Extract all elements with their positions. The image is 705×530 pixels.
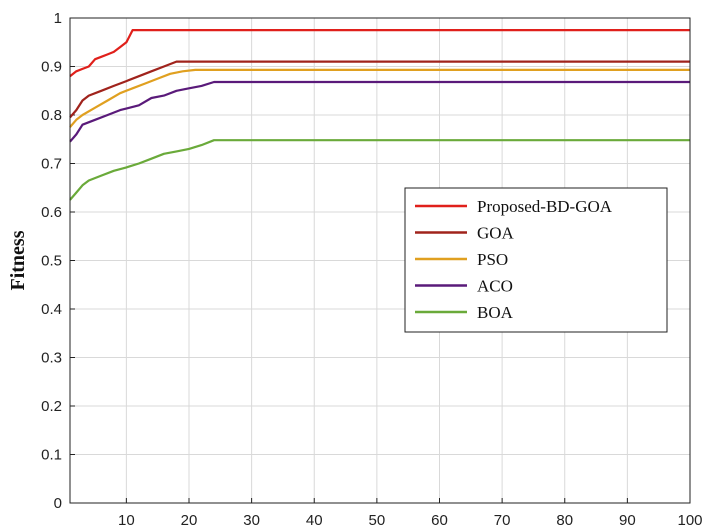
y-tick-label: 1 bbox=[54, 10, 62, 27]
legend-label-pso: PSO bbox=[477, 250, 508, 269]
x-tick-label: 90 bbox=[619, 512, 636, 529]
legend-label-proposed-bd-goa: Proposed-BD-GOA bbox=[477, 197, 613, 216]
series-line-proposed-bd-goa bbox=[69, 29, 690, 78]
x-tick-label: 80 bbox=[556, 512, 573, 529]
x-tick-label: 50 bbox=[369, 512, 386, 529]
x-tick-label: 60 bbox=[431, 512, 448, 529]
legend-label-aco: ACO bbox=[477, 277, 513, 296]
x-tick-labels: 10 20 30 40 50 60 70 80 90 100 bbox=[118, 512, 702, 529]
y-tick-label: 0 bbox=[54, 495, 62, 512]
y-tick-label: 0.4 bbox=[41, 301, 62, 318]
y-tick-label: 0.5 bbox=[41, 253, 62, 270]
plot-frame bbox=[69, 17, 691, 504]
series-line-pso bbox=[69, 68, 690, 128]
y-tick-label: 0.1 bbox=[41, 447, 62, 464]
legend-label-goa: GOA bbox=[477, 224, 515, 243]
y-tick-label: 0.2 bbox=[41, 398, 62, 415]
x-tick-label: 100 bbox=[677, 512, 702, 529]
x-tick-label: 40 bbox=[306, 512, 323, 529]
legend: Proposed-BD-GOA GOA PSO ACO BOA bbox=[404, 187, 668, 333]
x-tick-label: 70 bbox=[494, 512, 511, 529]
series-line-aco bbox=[69, 80, 690, 143]
x-tick-label: 10 bbox=[118, 512, 135, 529]
y-tick-label: 0.3 bbox=[41, 350, 62, 367]
y-tick-label: 0.8 bbox=[41, 107, 62, 124]
y-axis-title: Fitness bbox=[7, 230, 29, 290]
x-tick-label: 20 bbox=[181, 512, 198, 529]
legend-label-boa: BOA bbox=[477, 303, 514, 322]
x-tick-label: 30 bbox=[243, 512, 260, 529]
y-tick-label: 0.6 bbox=[41, 204, 62, 221]
series-layer bbox=[69, 29, 690, 201]
series-line-boa bbox=[69, 139, 690, 201]
y-tick-label: 0.7 bbox=[41, 156, 62, 173]
series-line-goa bbox=[69, 60, 690, 119]
y-tick-labels: 0 0.1 0.2 0.3 0.4 0.5 0.6 0.7 0.8 0.9 1 bbox=[41, 10, 62, 512]
y-tick-label: 0.9 bbox=[41, 59, 62, 76]
